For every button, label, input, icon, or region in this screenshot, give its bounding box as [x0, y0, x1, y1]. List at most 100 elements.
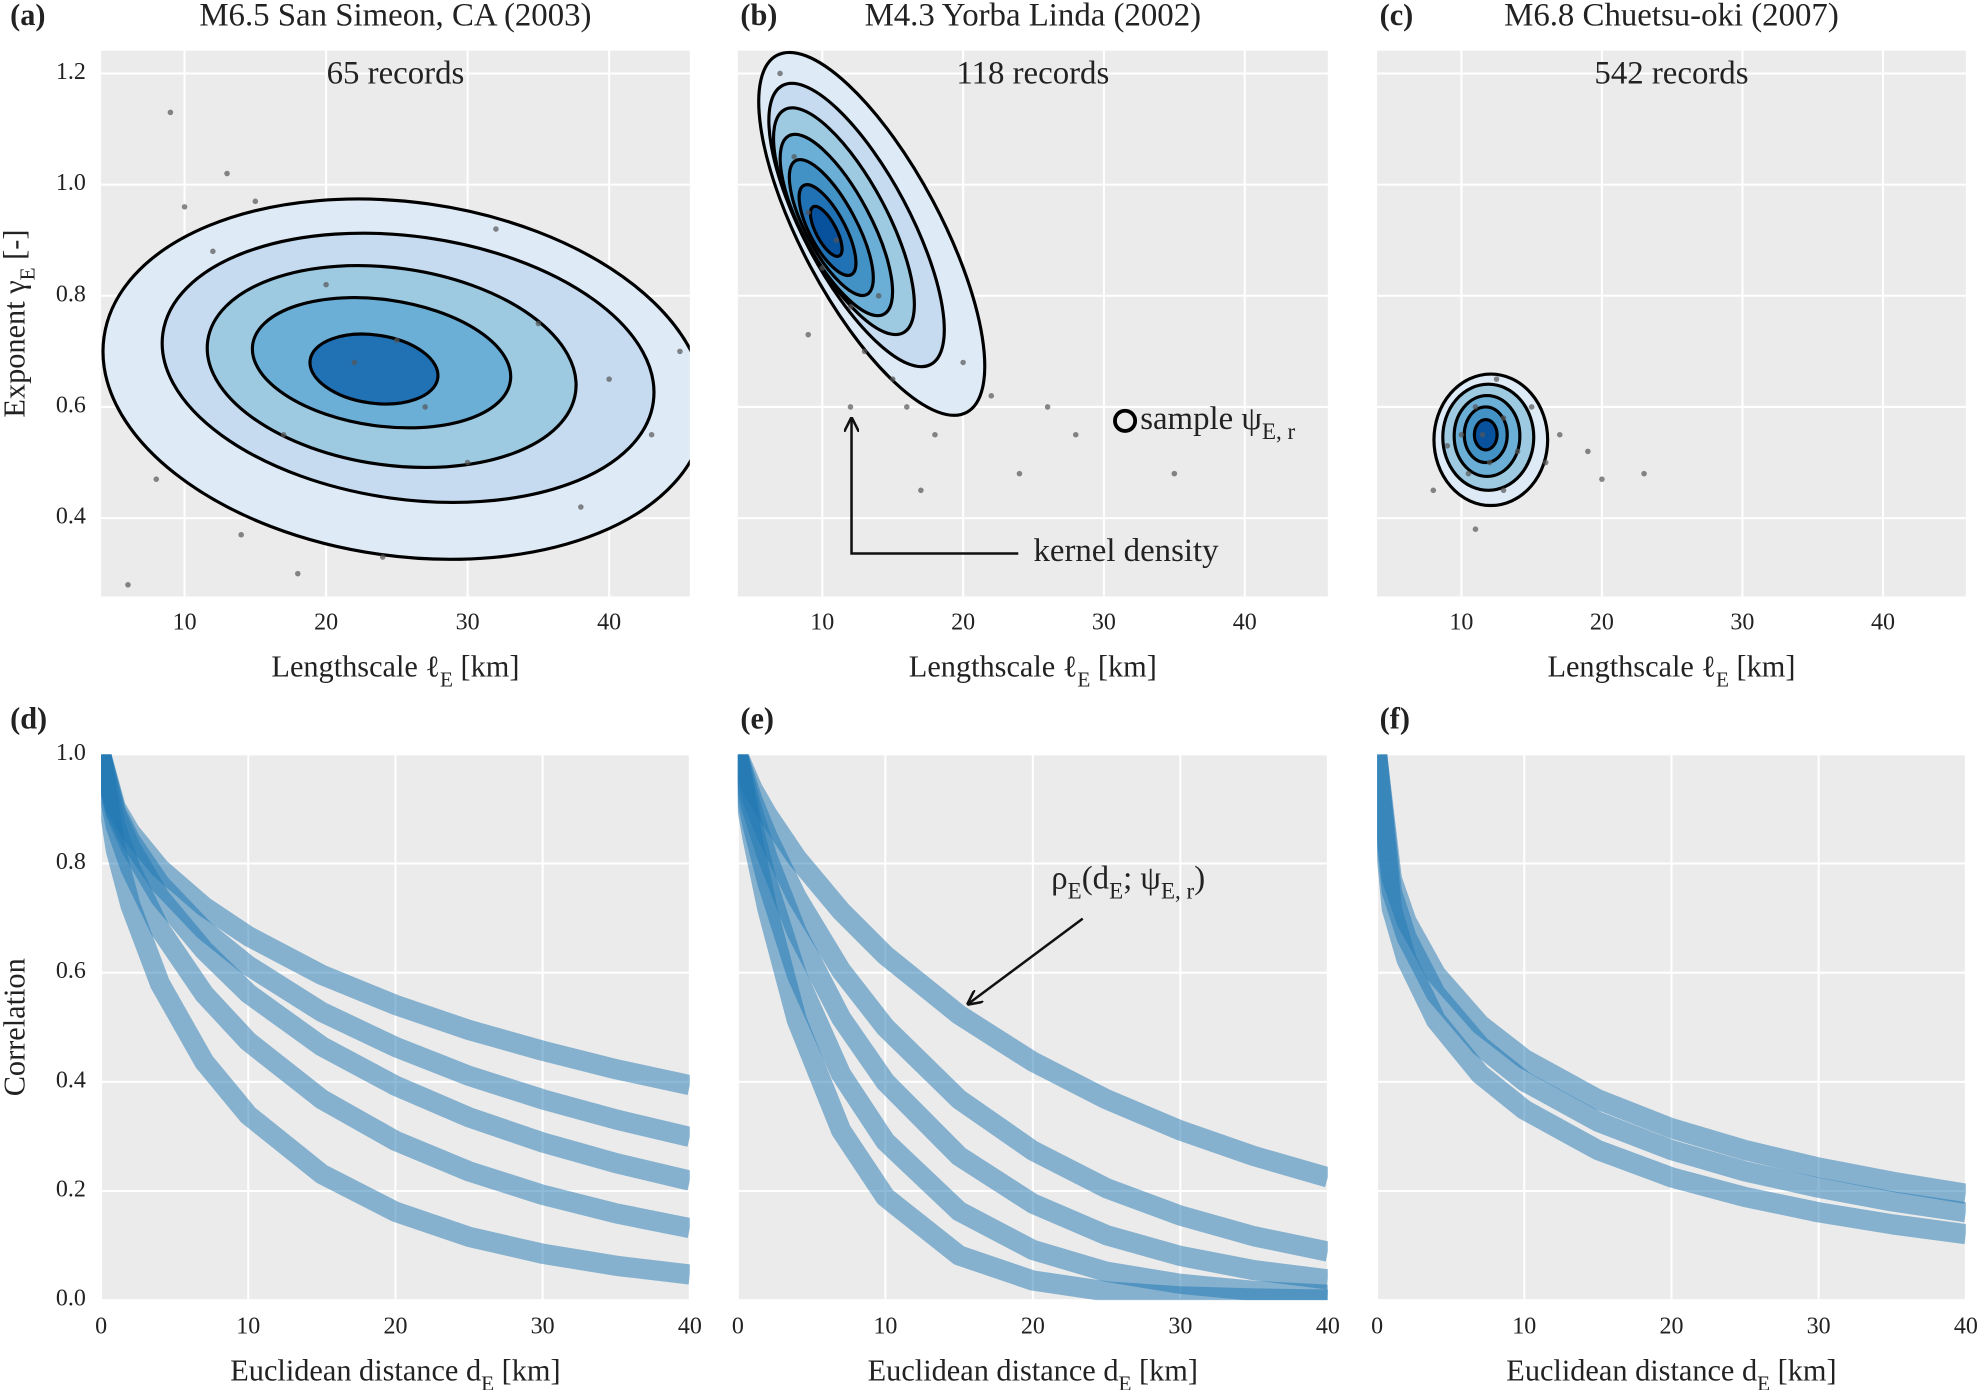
contour	[308, 332, 440, 406]
contours-b	[757, 50, 987, 417]
panel-title: M4.3 Yorba Linda (2002)	[865, 0, 1201, 33]
text-part: E	[1716, 668, 1729, 692]
x-tick-label: 10	[1512, 1313, 1536, 1339]
text-part: (d	[1082, 860, 1110, 896]
point	[918, 487, 924, 494]
data-marks	[101, 70, 1966, 1301]
panel-label: (f)	[1380, 701, 1410, 735]
point	[153, 476, 160, 482]
text-part: [km]	[1090, 650, 1157, 684]
point	[1500, 487, 1507, 494]
x-tick-label: 40	[678, 1313, 702, 1339]
point	[125, 582, 131, 588]
x-tick-label: 20	[383, 1313, 407, 1339]
point	[1444, 443, 1451, 449]
point	[493, 226, 499, 232]
x-tick-label: 30	[1168, 1313, 1192, 1339]
point	[1585, 448, 1591, 455]
text-part: Correlation	[0, 958, 32, 1096]
y-tick-label: 0.6	[56, 392, 86, 418]
point	[1528, 404, 1535, 410]
text-part: [-]	[0, 230, 32, 268]
point	[606, 376, 612, 382]
point	[1641, 470, 1647, 477]
text-part: E	[1109, 879, 1123, 904]
point	[1486, 459, 1493, 466]
point	[535, 320, 542, 327]
point	[847, 304, 854, 310]
text-part: Euclidean distance d	[868, 1353, 1119, 1387]
text-part: Lengthscale ℓ	[909, 650, 1078, 684]
text-part: E, r	[1262, 419, 1296, 444]
point	[1514, 448, 1521, 455]
point	[960, 359, 966, 366]
text-part: Lengthscale ℓ	[271, 650, 440, 684]
curves	[1377, 754, 1966, 1245]
point	[847, 404, 854, 410]
text-part: E	[1757, 1371, 1770, 1390]
y-axis-label: Exponent γE [-]	[0, 230, 40, 418]
y-tick-label: 0.2	[56, 1177, 86, 1203]
text-part: )	[1194, 860, 1205, 896]
point	[1542, 459, 1549, 466]
point	[394, 337, 400, 344]
x-tick-label: 20	[1659, 1313, 1683, 1339]
x-tick-label: 30	[456, 610, 480, 636]
curve-annotation: ρE(dE; ψE, r)	[1051, 860, 1205, 903]
x-tick-label: 30	[1807, 1313, 1831, 1339]
point	[1479, 431, 1486, 438]
point	[777, 70, 783, 77]
points	[125, 109, 683, 588]
point	[1465, 470, 1472, 477]
x-tick-label: 30	[1092, 610, 1116, 636]
x-tick-label: 30	[1730, 610, 1754, 636]
correlation-curve	[1377, 754, 1966, 1245]
x-tick-label: 10	[873, 1313, 897, 1339]
record-count: 65 records	[327, 55, 465, 91]
x-tick-label: 20	[1021, 1313, 1045, 1339]
x-tick-label: 10	[1449, 610, 1473, 636]
point	[875, 292, 882, 299]
text-part: [km]	[1131, 1353, 1198, 1387]
point	[988, 393, 995, 399]
text-part: E	[1118, 1371, 1131, 1390]
panel-label: (b)	[740, 0, 777, 32]
point	[167, 109, 174, 116]
text-part: [km]	[1729, 650, 1796, 684]
y-tick-label: 1.2	[56, 59, 86, 85]
kernel-density-label: kernel density	[1033, 533, 1219, 569]
x-tick-label: 0	[1371, 1313, 1383, 1339]
text-part: E	[440, 668, 453, 692]
x-tick-label: 10	[810, 610, 834, 636]
point	[932, 431, 938, 438]
text-part: Lengthscale ℓ	[1547, 650, 1716, 684]
point	[422, 404, 428, 410]
point	[1458, 431, 1465, 438]
point	[1044, 404, 1051, 410]
panel-label: (a)	[10, 0, 45, 32]
x-tick-label: 0	[95, 1313, 107, 1339]
points	[777, 70, 1178, 494]
text-part: E	[481, 1371, 494, 1390]
point	[861, 348, 868, 355]
point	[181, 204, 188, 210]
text-part: [km]	[1770, 1353, 1837, 1387]
x-tick-label: 20	[314, 610, 338, 636]
x-tick-label: 10	[236, 1313, 260, 1339]
point	[1016, 470, 1023, 477]
y-tick-label: 0.8	[56, 849, 86, 875]
contour	[1472, 418, 1499, 452]
point	[280, 431, 287, 438]
text-part: E	[16, 267, 40, 280]
point	[379, 554, 386, 560]
y-tick-label: 0.6	[56, 958, 86, 984]
x-tick-label: 30	[531, 1313, 555, 1339]
point	[833, 237, 840, 243]
point	[889, 376, 896, 382]
text-part: ; ψ	[1123, 860, 1161, 896]
x-axis-label: Lengthscale ℓE [km]	[1547, 650, 1795, 692]
text-part: E, r	[1161, 879, 1195, 904]
point	[1599, 476, 1605, 482]
